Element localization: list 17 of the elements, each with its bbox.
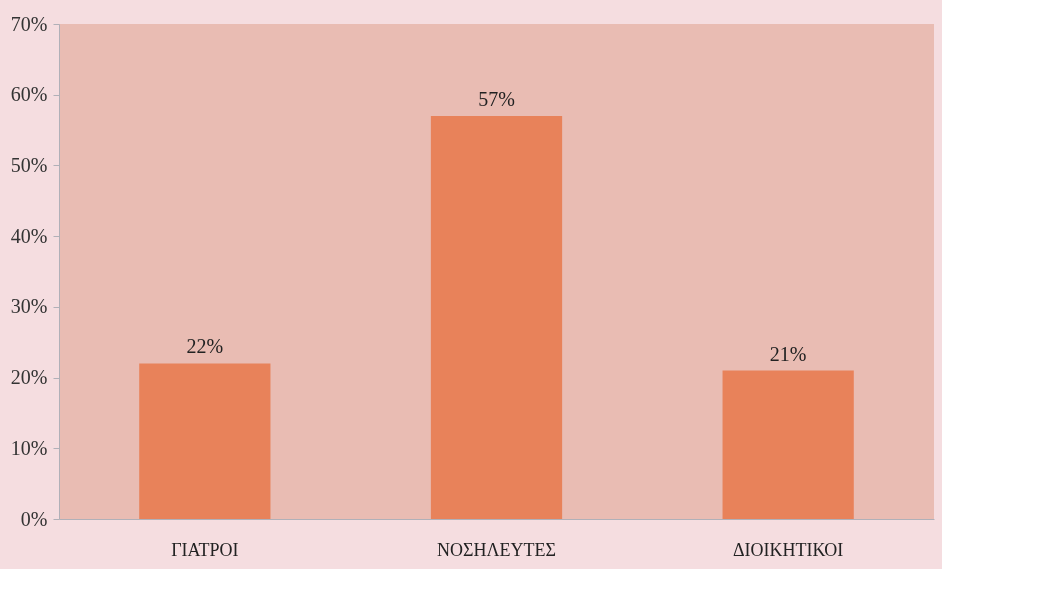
- data-label: 57%: [478, 87, 515, 110]
- y-tick-label: 40%: [10, 224, 48, 247]
- bar: [722, 370, 854, 519]
- y-tick-label: 60%: [10, 83, 48, 106]
- x-tick-label: ΝΟΣΗΛΕΥΤΕΣ: [437, 539, 556, 560]
- y-tick-label: 30%: [10, 295, 48, 318]
- y-tick-label: 20%: [10, 366, 48, 389]
- bar: [430, 115, 563, 519]
- y-tick-label: 10%: [10, 436, 48, 459]
- y-tick-label: 0%: [20, 507, 48, 530]
- y-tick-label: 50%: [10, 153, 48, 176]
- bar: [139, 363, 271, 519]
- x-tick-label: ΓΙΑΤΡΟΙ: [171, 539, 239, 560]
- y-tick-label: 70%: [10, 12, 48, 35]
- data-label: 21%: [769, 342, 807, 365]
- x-tick-label: ΔΙΟΙΚΗΤΙΚΟΙ: [733, 539, 844, 560]
- data-label: 22%: [186, 335, 224, 358]
